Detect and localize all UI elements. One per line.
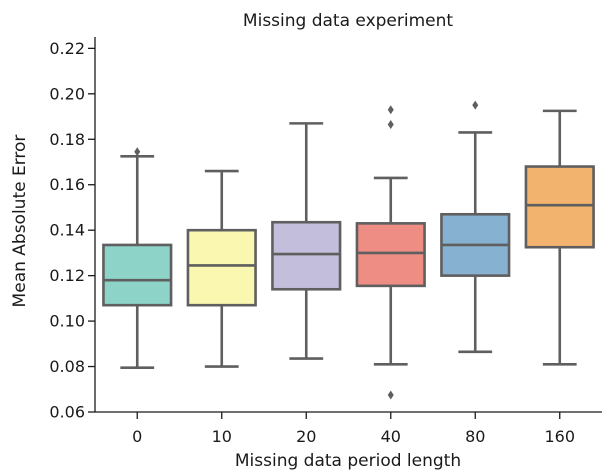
- outlier-point: [472, 100, 479, 110]
- chart-title: Missing data experiment: [243, 11, 453, 31]
- plot-area: [102, 100, 595, 400]
- box-group-80: [440, 100, 511, 354]
- x-tick-label: 20: [296, 427, 316, 446]
- box-iqr: [524, 165, 595, 249]
- box-iqr: [102, 243, 173, 307]
- y-tick-label: 0.10: [49, 312, 85, 331]
- x-tick-label: 80: [465, 427, 485, 446]
- box-group-40: [355, 105, 426, 400]
- y-tick-label: 0.18: [49, 130, 85, 149]
- y-tick-label: 0.22: [49, 39, 85, 58]
- x-axis-label: Missing data period length: [235, 451, 461, 471]
- y-tick-label: 0.08: [49, 357, 85, 376]
- x-tick-label: 40: [381, 427, 401, 446]
- outlier-point: [387, 120, 394, 129]
- outlier-point: [387, 390, 394, 400]
- box-group-10: [186, 169, 257, 368]
- y-tick-label: 0.20: [49, 84, 85, 103]
- box-group-0: [102, 147, 173, 369]
- y-tick-label: 0.14: [49, 221, 85, 240]
- y-tick-label: 0.12: [49, 266, 85, 285]
- outlier-point: [134, 147, 141, 157]
- y-tick-label: 0.06: [49, 403, 85, 422]
- outlier-point: [387, 105, 394, 115]
- y-axis-label: Mean Absolute Error: [10, 135, 30, 308]
- box-iqr: [186, 228, 257, 307]
- box-iqr: [355, 222, 426, 288]
- box-iqr: [271, 220, 342, 291]
- y-tick-label: 0.16: [49, 175, 85, 194]
- box-group-160: [524, 109, 595, 366]
- x-tick-label: 10: [212, 427, 232, 446]
- x-tick-label: 0: [132, 427, 142, 446]
- box-group-20: [271, 122, 342, 360]
- y-axis-ticks: 0.06 0.08 0.10 0.12 0.14 0.16 0.18 0.20 0.22: [49, 39, 95, 422]
- x-axis-ticks: 0 10 20 40 80 160: [132, 412, 575, 446]
- x-tick-label: 160: [544, 427, 575, 446]
